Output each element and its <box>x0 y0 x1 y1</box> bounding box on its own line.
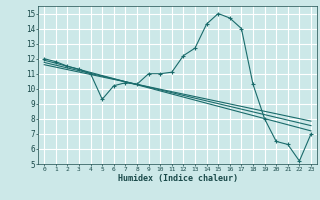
X-axis label: Humidex (Indice chaleur): Humidex (Indice chaleur) <box>118 174 238 183</box>
